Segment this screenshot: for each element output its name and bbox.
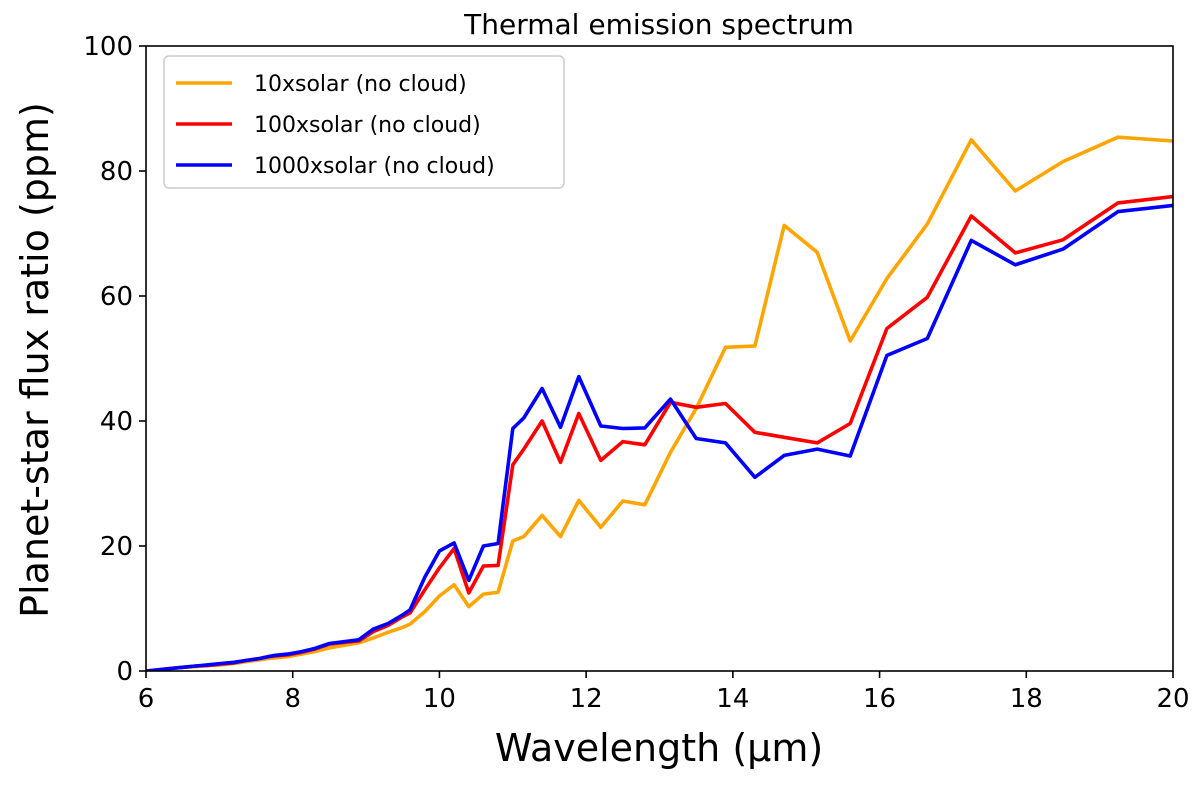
legend-label: 10xsolar (no cloud) xyxy=(254,72,467,97)
plot-lines xyxy=(146,135,1173,671)
y-axis-label: Planet-star flux ratio (ppm) xyxy=(13,102,57,618)
x-tick-label: 16 xyxy=(863,684,896,714)
x-tick-label: 8 xyxy=(284,684,301,714)
y-tick-label: 40 xyxy=(100,407,133,437)
x-tick-label: 12 xyxy=(570,684,603,714)
y-tick-label: 100 xyxy=(83,32,133,62)
x-tick-label: 14 xyxy=(716,684,749,714)
chart-title: Thermal emission spectrum xyxy=(463,8,854,41)
legend-box xyxy=(163,55,565,189)
x-axis-label: Wavelength (μm) xyxy=(495,726,823,770)
x-tick-label: 10 xyxy=(423,684,456,714)
axes: 6 8 10 12 14 16 18 20 0 20 40 60 80 100 xyxy=(83,32,1189,714)
plot-frame xyxy=(145,45,1174,672)
x-tick-label: 18 xyxy=(1010,684,1043,714)
y-tick-label: 0 xyxy=(116,657,133,687)
legend: 10xsolar (no cloud) 100xsolar (no cloud) 1… xyxy=(163,55,565,189)
y-tick-label: 80 xyxy=(100,157,133,187)
x-tick-label: 6 xyxy=(138,684,155,714)
y-tick-label: 20 xyxy=(100,532,133,562)
series-line-3 xyxy=(146,203,1173,671)
y-tick-label: 60 xyxy=(100,282,133,312)
series-line-2 xyxy=(146,194,1173,671)
legend-label: 100xsolar (no cloud) xyxy=(254,113,481,138)
x-tick-label: 20 xyxy=(1156,684,1189,714)
series-line-1 xyxy=(146,135,1173,671)
legend-label: 1000xsolar (no cloud) xyxy=(254,154,495,179)
